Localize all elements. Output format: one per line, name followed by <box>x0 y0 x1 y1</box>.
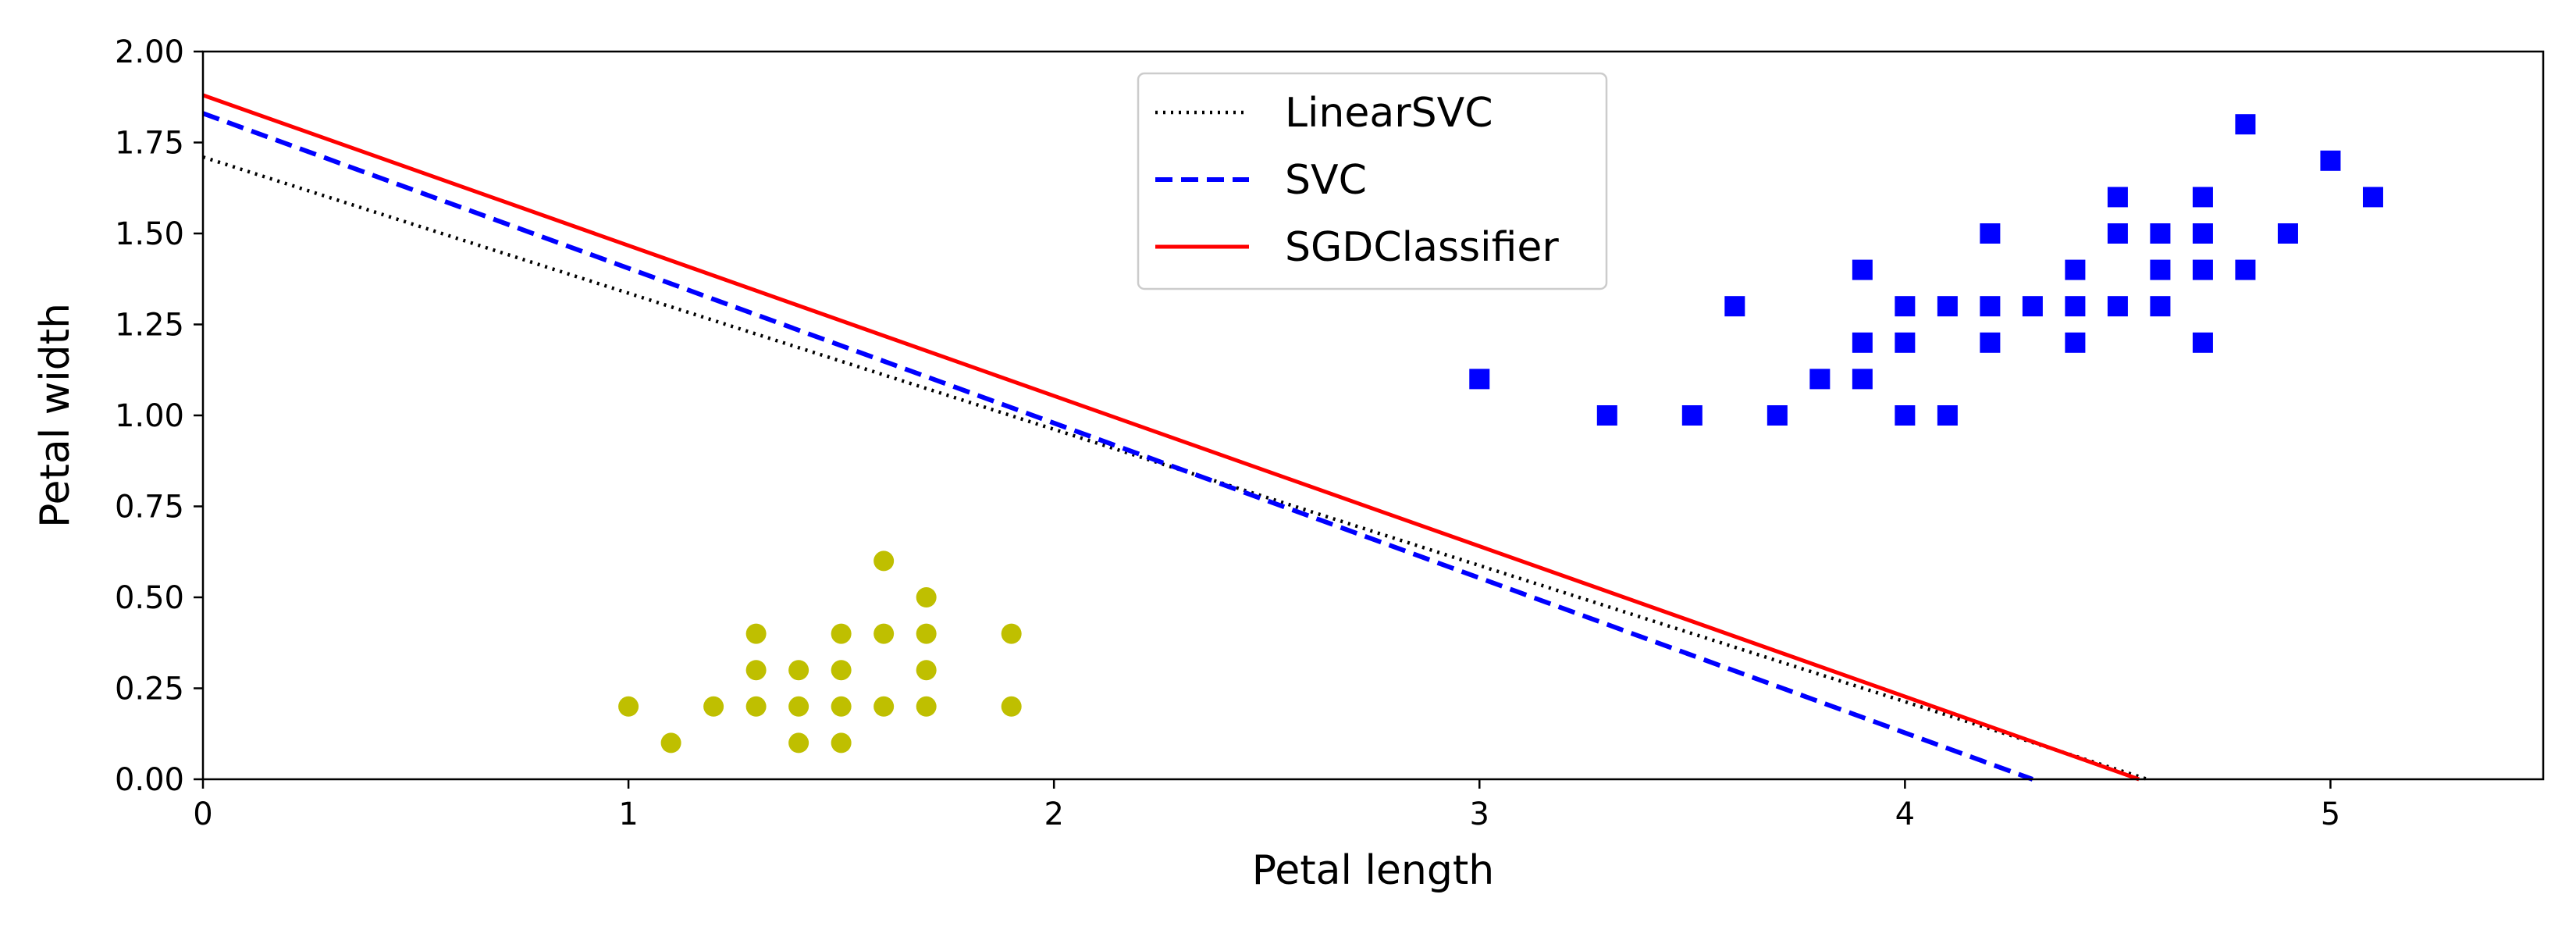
data-point-square <box>2320 150 2341 171</box>
data-point-square <box>2065 296 2086 317</box>
decision-boundaries <box>201 93 2148 782</box>
y-tick-label: 1.25 <box>115 308 184 344</box>
x-tick-label: 0 <box>193 796 212 832</box>
data-point-square <box>2235 259 2256 280</box>
data-point-square <box>1596 405 1617 426</box>
data-point-square <box>1469 369 1490 390</box>
data-point-square <box>1724 296 1745 317</box>
x-tick-label: 2 <box>1044 796 1063 832</box>
data-point-circle <box>1001 696 1022 717</box>
data-point-square <box>1937 405 1958 426</box>
data-point-circle <box>831 660 852 681</box>
data-point-square <box>1767 405 1788 426</box>
x-axis: 0 1 2 3 4 5 <box>193 779 2340 832</box>
x-tick-label: 4 <box>1895 796 1915 832</box>
data-point-square <box>1809 369 1831 390</box>
legend-label: SGDClassifier <box>1285 224 1559 271</box>
data-point-square <box>1980 223 2001 244</box>
data-point-square <box>2192 332 2213 353</box>
data-point-square <box>2107 223 2128 244</box>
data-point-square <box>1852 369 1873 390</box>
y-axis: 0.00 0.25 0.50 0.75 1.00 1.25 1.50 1.75 2.00 <box>115 34 203 798</box>
data-point-circle <box>745 660 767 681</box>
data-point-circle <box>745 623 767 644</box>
data-point-square <box>2192 187 2213 208</box>
data-point-circle <box>831 696 852 717</box>
scatter-points <box>618 114 2383 754</box>
line-sgdclassifier <box>202 93 2140 782</box>
data-point-circle <box>916 623 937 644</box>
y-tick-label: 0.25 <box>115 672 184 707</box>
y-axis-label: Petal width <box>32 303 79 528</box>
data-point-circle <box>916 660 937 681</box>
data-point-square <box>2065 332 2086 353</box>
data-point-square <box>2277 223 2298 244</box>
data-point-circle <box>660 732 681 754</box>
legend: LinearSVC SVC SGDClassifier <box>1137 72 1608 290</box>
data-point-square <box>2065 259 2086 280</box>
data-point-square <box>1980 332 2001 353</box>
legend-box <box>1137 72 1608 290</box>
line-svc <box>201 111 2033 782</box>
data-point-square <box>2107 187 2128 208</box>
y-tick-label: 0.50 <box>115 580 184 616</box>
x-axis-label: Petal length <box>1252 847 1494 894</box>
y-tick-label: 0.00 <box>115 762 184 798</box>
data-point-square <box>1980 296 2001 317</box>
data-point-circle <box>788 696 809 717</box>
data-point-circle <box>831 623 852 644</box>
data-point-square <box>2107 296 2128 317</box>
data-point-square <box>1852 259 1873 280</box>
data-point-square <box>2192 259 2213 280</box>
data-point-square <box>1937 296 1958 317</box>
data-point-circle <box>873 623 895 644</box>
data-point-circle <box>788 732 809 754</box>
data-point-square <box>2362 187 2383 208</box>
data-point-square <box>1895 332 1916 353</box>
data-point-square <box>2150 259 2171 280</box>
data-point-square <box>1852 332 1873 353</box>
y-tick-label: 1.00 <box>115 398 184 434</box>
data-point-circle <box>703 696 724 717</box>
legend-label: LinearSVC <box>1285 90 1493 137</box>
legend-label: SVC <box>1285 157 1367 204</box>
data-point-circle <box>873 696 895 717</box>
y-tick-label: 2.00 <box>115 34 184 70</box>
data-point-circle <box>618 696 639 717</box>
data-point-square <box>1895 296 1916 317</box>
data-point-square <box>2022 296 2043 317</box>
data-point-square <box>2150 223 2171 244</box>
data-point-square <box>2235 114 2256 135</box>
y-tick-label: 1.50 <box>115 216 184 252</box>
data-point-circle <box>745 696 767 717</box>
data-point-circle <box>916 587 937 607</box>
x-tick-label: 1 <box>618 796 638 832</box>
data-point-circle <box>831 732 852 754</box>
x-tick-label: 3 <box>1470 796 1489 832</box>
data-point-circle <box>1001 623 1022 644</box>
data-point-square <box>2150 296 2171 317</box>
data-point-square <box>1681 405 1703 426</box>
data-point-square <box>1895 405 1916 426</box>
data-point-circle <box>916 696 937 717</box>
data-point-circle <box>873 550 895 572</box>
x-tick-label: 5 <box>2321 796 2340 832</box>
y-tick-label: 1.75 <box>115 126 184 162</box>
y-tick-label: 0.75 <box>115 490 184 526</box>
data-point-circle <box>788 660 809 681</box>
data-point-square <box>2192 223 2213 244</box>
